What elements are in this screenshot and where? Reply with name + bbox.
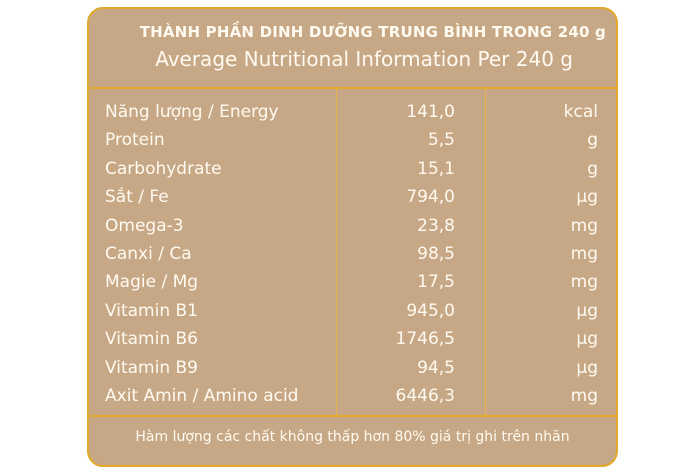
nutrient-label: Axit Amin / Amino acid [105,385,299,406]
nutrient-value: 141,0 [406,102,455,122]
nutrient-label: Năng lượng / Energy [105,102,279,122]
nutrient-value: 23,8 [417,215,455,236]
nutrient-value: 5,5 [427,130,455,151]
nutrient-value: 98,5 [417,243,455,264]
nutrient-unit: µg [576,357,598,378]
nutrient-label: Vitamin B9 [105,357,199,378]
nutrient-label: Canxi / Ca [105,243,192,264]
nutrient-unit: mg [570,272,598,293]
footer-divider [89,415,616,417]
table-row: Axit Amin / Amino acid 6446,3 mg [89,382,616,410]
table-row: Năng lượng / Energy 141,0 kcal [89,98,616,126]
nutrition-table: Năng lượng / Energy 141,0 kcal Protein 5… [89,98,616,410]
nutrient-unit: g [587,130,598,151]
nutrition-label-panel: THÀNH PHẦN DINH DƯỠNG TRUNG BÌNH TRONG 2… [87,7,618,467]
nutrient-label: Sắt / Fe [105,187,169,208]
column-divider-right [485,89,486,416]
column-divider-left [336,89,337,416]
nutrient-value: 15,1 [417,158,455,179]
table-row: Vitamin B9 94,5 µg [89,354,616,382]
nutrient-label: Carbohydrate [105,158,222,179]
table-row: Omega-3 23,8 mg [89,212,616,240]
nutrient-value: 17,5 [417,272,455,293]
nutrient-value: 94,5 [417,357,455,378]
table-row: Protein 5,5 g [89,126,616,154]
nutrient-value: 6446,3 [395,385,455,406]
nutrient-unit: kcal [563,102,598,122]
nutrient-label: Omega-3 [105,215,184,236]
nutrient-unit: mg [570,385,598,406]
nutrient-unit: mg [570,215,598,236]
nutrient-unit: µg [576,329,598,350]
title-vietnamese: THÀNH PHẦN DINH DƯỠNG TRUNG BÌNH TRONG 2… [139,23,606,41]
nutrient-value: 945,0 [406,300,455,321]
table-row: Vitamin B6 1746,5 µg [89,325,616,353]
nutrient-unit: g [587,158,598,179]
nutrient-value: 1746,5 [395,329,455,350]
table-row: Canxi / Ca 98,5 mg [89,240,616,268]
nutrient-unit: µg [576,187,598,208]
title-english: Average Nutritional Information Per 240 … [155,47,573,71]
nutrient-value: 794,0 [406,187,455,208]
footnote: Hàm lượng các chất không thấp hơn 80% gi… [135,429,570,445]
table-row: Vitamin B1 945,0 µg [89,297,616,325]
table-row: Sắt / Fe 794,0 µg [89,183,616,211]
table-row: Carbohydrate 15,1 g [89,155,616,183]
header-divider [89,87,616,89]
nutrient-label: Vitamin B1 [105,300,199,321]
nutrient-unit: mg [570,243,598,264]
table-row: Magie / Mg 17,5 mg [89,268,616,296]
nutrient-label: Vitamin B6 [105,329,199,350]
nutrient-unit: µg [576,300,598,321]
nutrient-label: Magie / Mg [105,272,199,293]
nutrient-label: Protein [105,130,165,151]
